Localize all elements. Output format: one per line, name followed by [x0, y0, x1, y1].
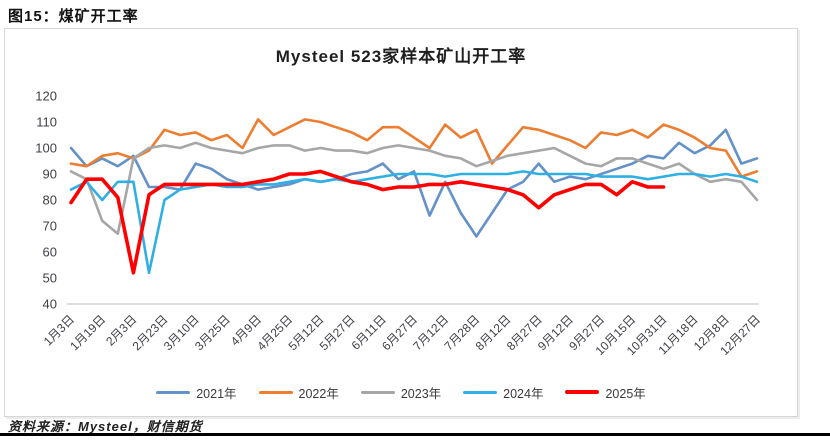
legend-item-2021年: 2021年 [156, 383, 237, 402]
legend-swatch-2021年 [156, 390, 191, 394]
chart-title: Mysteel 523家样本矿山开工率 [275, 47, 527, 66]
y-tick-label: 50 [43, 271, 57, 286]
y-tick-label: 90 [43, 167, 57, 182]
series-line-2023年 [69, 141, 759, 236]
source-note: 资料来源：Mysteel，财信期货 [8, 419, 203, 434]
legend-swatch-2025年 [565, 390, 600, 394]
legend-item-2022年: 2022年 [258, 383, 339, 402]
y-tick-label: 120 [35, 89, 57, 104]
y-tick-label: 110 [36, 115, 57, 130]
y-tick-label: 70 [43, 219, 57, 234]
legend-label: 2025年 [605, 386, 646, 401]
y-tick-label: 80 [43, 193, 57, 208]
legend-label: 2024年 [503, 386, 544, 401]
x-tick-label: 3月25日 [192, 312, 233, 353]
series-line-2024年 [69, 170, 759, 275]
y-tick-label: 100 [35, 141, 57, 156]
legend-label: 2022年 [298, 386, 339, 401]
y-tick-label: 60 [43, 245, 57, 260]
legend-label: 2021年 [196, 386, 237, 401]
chart-plot-area: 1201101009080706050401月3日1月19日2月3日2月23日3… [35, 89, 763, 358]
figure-caption: 图15：煤矿开工率 [8, 8, 139, 25]
legend-item-2023年: 2023年 [360, 383, 442, 402]
legend-item-2024年: 2024年 [463, 383, 543, 402]
chart-legend: 2021年 2022年 2023年 2024年 2025年 [5, 381, 797, 403]
legend-label: 2023年 [400, 386, 442, 401]
bottom-divider [0, 433, 830, 436]
x-tick-label: 1月19日 [67, 312, 108, 353]
legend-swatch-2023年 [360, 390, 395, 394]
series-line-2021年 [69, 128, 759, 238]
chart-panel: Mysteel 523家样本矿山开工率 120 110 100 90 80 70 60 50 4… [4, 28, 798, 417]
series-line-2022年 [69, 118, 759, 178]
legend-swatch-2022年 [258, 390, 293, 394]
y-tick-label: 40 [43, 297, 57, 312]
series-line-2025年 [69, 169, 666, 275]
legend-item-2025年: 2025年 [565, 383, 646, 402]
legend-swatch-2024年 [463, 390, 498, 394]
